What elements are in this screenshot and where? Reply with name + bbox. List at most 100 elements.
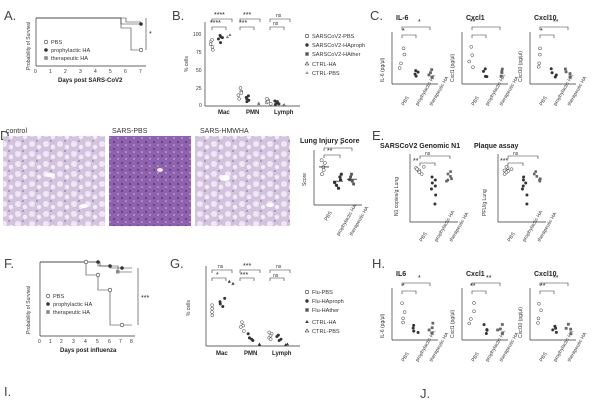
panel-e-sig: ns (425, 151, 431, 157)
panelH-sig: * (418, 275, 421, 282)
panelH-dot (536, 316, 541, 321)
panelC-dot (553, 75, 557, 79)
legend-marker (305, 52, 309, 56)
panel-g-dot (246, 332, 250, 336)
panel-b-dot (208, 42, 213, 46)
panelC-dot (568, 75, 572, 79)
panel-e-sig: ** (413, 158, 419, 165)
legend-marker (46, 310, 50, 314)
panel-e-dot (419, 172, 424, 176)
panelH-dot (401, 320, 405, 325)
panelH-cat: PBS (401, 351, 412, 363)
panelH-dot (400, 301, 404, 306)
panel-e-bracket (507, 155, 539, 159)
panel-g-legend: CTRL-PBS (312, 329, 340, 335)
panelC-sig: ** (553, 19, 559, 26)
panel-a: Probability of Survival Days post SARS-C… (26, 17, 152, 84)
panel-b-sig: ns (273, 21, 279, 27)
panelC-dot (399, 61, 403, 66)
panel-d-ylabel: Score (302, 173, 308, 186)
panelC-dot (402, 52, 407, 57)
panel-e-dot (538, 178, 541, 182)
panel-b-ytick: 25 (196, 86, 202, 92)
panel-b-dots (208, 33, 286, 107)
panel-b-group-lymph: Lymph (274, 110, 294, 116)
panel-a-tick: 0 (34, 69, 37, 75)
panelC-bracket (471, 26, 501, 30)
panel-g-dot (239, 325, 243, 329)
panelH-dot (416, 330, 420, 334)
panel-e-dot (433, 202, 437, 206)
panel-f-marker (95, 272, 101, 278)
panel-g-ylabel: % cells (186, 300, 192, 316)
legend-marker (305, 308, 309, 312)
panelC-dot (538, 52, 542, 57)
panel-e-dot (525, 193, 529, 197)
panel-label-f: F. (4, 256, 14, 271)
panel-g-dots (210, 279, 290, 346)
panel-a-tick: 1 (49, 69, 52, 75)
panel-f-tick: 5 (96, 339, 99, 345)
histology-airway (157, 168, 163, 172)
panelH-dot (566, 322, 570, 326)
panelH-dot (496, 328, 500, 332)
panel-d-sig: * (340, 142, 343, 149)
panel-d-score-title: Lung Injury Score (300, 138, 360, 145)
panel-e-title: SARSCoV2 Genomic N1 (380, 143, 460, 150)
panel-a-legend-proph: prophylactic HA (51, 48, 90, 54)
panel-e-cat: PBS (507, 231, 518, 243)
panelH-dot (551, 328, 555, 332)
panel-e-dot (422, 165, 426, 169)
panel-d-dots (319, 158, 357, 190)
panel-a-tick: 2 (64, 69, 67, 75)
panelC-dot (470, 53, 474, 57)
panelH-dot (402, 310, 407, 314)
panel-f: Probability of Survival Days post influe… (26, 259, 149, 354)
histology-airway (220, 175, 230, 181)
panel-d-bracket (323, 154, 341, 158)
panelC-ylabel: IL-6 (pg/μl) (380, 57, 386, 82)
panelH-ylabel: Cxcl1 (pg/μl) (450, 310, 456, 338)
panelH-dot (539, 308, 543, 313)
panel-e-dot (449, 170, 452, 173)
panel-g-dot (210, 306, 214, 311)
panelH-bracket (471, 290, 487, 294)
panel-f-sig: *** (141, 295, 149, 302)
panel-g-sig: ns (273, 273, 279, 279)
panel-b-dot (216, 37, 220, 41)
panel-b-dot (277, 102, 281, 106)
panel-label-i: I. (4, 384, 11, 399)
panel-g-dot (221, 305, 225, 309)
panel-e-dot (429, 187, 433, 191)
panelC-dot (536, 65, 541, 69)
panel-f-marker (107, 287, 113, 293)
panelH-dot (482, 323, 486, 327)
panelC-dot (414, 74, 418, 78)
panelC-sig: * (540, 28, 543, 35)
legend-marker (305, 299, 309, 303)
panel-f-tick: 4 (84, 339, 87, 345)
panel-g-dot (227, 279, 231, 283)
panel-b-dot (236, 93, 241, 97)
panel-d-bracket (323, 147, 353, 151)
panel-e-title: Plaque assay (474, 143, 518, 150)
panelH-sig: ** (540, 283, 546, 290)
panel-b-dot (219, 41, 223, 45)
legend-marker (44, 56, 48, 60)
legend-marker (43, 39, 49, 45)
panel-a-tick: 7 (139, 69, 142, 75)
panel-g-dot (247, 336, 251, 340)
panel-d-label-control: control (6, 128, 27, 135)
legend-marker (304, 61, 310, 66)
panelC-dot (550, 71, 554, 75)
panelH-ylabel: Cxcl10 (pg/μl) (518, 307, 524, 338)
panel-g-legend: Flu-HAproph (312, 299, 344, 305)
panel-b-legend: SARSCoV2-HAproph (312, 43, 365, 49)
histology-airway (80, 204, 88, 208)
panelH-dot (412, 329, 416, 333)
panel-e-dot (525, 202, 529, 206)
panelH-cat: PBS (471, 351, 482, 363)
panel-b-sig: **** (210, 20, 221, 27)
panel-a-legend-pbs: PBS (51, 40, 62, 46)
